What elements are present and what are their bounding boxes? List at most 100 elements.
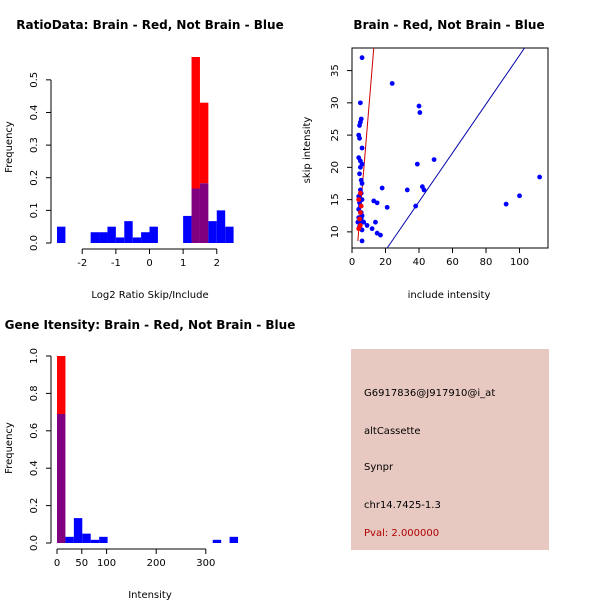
ratio-x-tick-label: 0: [146, 258, 152, 269]
ratio-bar-notbrain: [124, 221, 133, 243]
intensity-bar-notbrain: [99, 536, 108, 543]
ratio-x-tick-label: -1: [111, 258, 121, 269]
scatter-point-notbrain: [379, 185, 385, 191]
scatter-y-tick-label: 30: [330, 96, 341, 109]
scatter-point-notbrain: [359, 197, 365, 203]
ratio-bar-notbrain: [57, 226, 66, 243]
scatter-axes: 0 20 40 60 80 100 10 15 20 25 30 35: [330, 64, 529, 268]
scatter-point-brain: [357, 210, 363, 215]
scatter-point-notbrain: [389, 81, 395, 86]
scatter-point-notbrain: [378, 232, 383, 238]
scatter-point-notbrain: [364, 223, 370, 228]
scatter-point-notbrain: [404, 187, 410, 193]
scatter-x-tick-label: 60: [446, 257, 459, 268]
scatter-title: Brain - Red, Not Brain - Blue: [353, 18, 544, 32]
scatter-point-notbrain: [359, 238, 365, 244]
scatter-x-tick-label: 20: [379, 257, 392, 268]
scatter-blue-diagonal-line: [386, 47, 525, 249]
ratio-bar-notbrain: [216, 210, 226, 243]
intensity-bar-notbrain: [212, 539, 222, 543]
scatter-y-tick-label: 35: [330, 64, 341, 77]
scatter-point-notbrain: [414, 161, 420, 167]
scatter-x-tick-label: 80: [480, 257, 493, 268]
scatter-point-notbrain: [357, 171, 362, 177]
intensity-histogram-x-label: Intensity: [128, 590, 172, 600]
scatter-y-tick-label: 25: [330, 129, 341, 142]
scatter-point-brain: [357, 223, 363, 228]
ratio-bar-overlap: [199, 183, 209, 243]
ratio-bar-notbrain: [141, 232, 150, 243]
scatter-point-notbrain: [373, 219, 378, 225]
intensity-bar-notbrain: [229, 536, 239, 543]
intensity-x-tick-label: 300: [196, 558, 215, 569]
ratio-y-tick-label: 0.1: [29, 202, 40, 218]
scatter-point-notbrain: [358, 116, 364, 122]
intensity-x-tick-label: 50: [75, 558, 88, 569]
intensity-scatter-panel: Brain - Red, Not Brain - Blue 0 20 40 60 80 1…: [302, 18, 549, 301]
ratio-bar-notbrain: [208, 221, 217, 243]
intensity-bar-overlap: [57, 413, 66, 543]
scatter-x-tick-label: 40: [413, 257, 426, 268]
intensity-y-tick-label: 0.0: [29, 535, 40, 551]
intensity-bar-brain: [57, 356, 66, 414]
gene-name: Synpr: [364, 462, 394, 473]
scatter-point-notbrain: [384, 204, 390, 210]
intensity-y-tick-label: 0.4: [29, 460, 40, 476]
intensity-x-tick-label: 0: [54, 558, 60, 569]
scatter-point-notbrain: [357, 123, 362, 128]
scatter-point-notbrain: [369, 226, 375, 232]
intensity-bar-notbrain: [65, 536, 74, 543]
ratio-histogram-axes: -2 -1 0 1 2 0.0 0.1 0.2 0.3 0.4 0.5: [29, 72, 220, 269]
scatter-point-notbrain: [416, 103, 422, 109]
ratio-histogram-title: RatioData: Brain - Red, Not Brain - Blue: [16, 18, 283, 32]
scatter-point-notbrain: [357, 135, 362, 141]
ratio-y-tick-label: 0.3: [29, 137, 40, 153]
scatter-point-notbrain: [374, 200, 380, 206]
intensity-y-tick-label: 1.0: [29, 348, 40, 364]
ratio-bar-notbrain: [225, 226, 234, 243]
intensity-histogram-panel: Gene Itensity: Brain - Red, Not Brain - …: [4, 318, 295, 600]
scatter-y-tick-label: 15: [330, 193, 341, 206]
intensity-histogram-title: Gene Itensity: Brain - Red, Not Brain - …: [5, 318, 296, 332]
probe-id: G6917836@J917910@i_at: [364, 388, 495, 399]
scatter-x-tick-label: 100: [510, 257, 529, 268]
intensity-x-tick-label: 100: [97, 558, 116, 569]
scatter-point-notbrain: [359, 181, 365, 186]
scatter-point-notbrain: [503, 201, 509, 207]
ratio-x-tick-label: 1: [180, 258, 186, 269]
ratio-histogram-x-label: Log2 Ratio Skip/Include: [91, 290, 208, 301]
intensity-y-tick-label: 0.2: [29, 498, 40, 514]
ratio-x-tick-label: 2: [214, 258, 220, 269]
ratio-bar-notbrain: [107, 226, 116, 243]
scatter-points: [355, 55, 543, 244]
ratio-bar-brain: [191, 57, 200, 189]
info-panel-background: [351, 349, 549, 550]
ratio-bar-notbrain: [132, 237, 142, 243]
scatter-y-label: skip intensity: [302, 117, 313, 184]
ratio-y-tick-label: 0.5: [29, 72, 40, 88]
ratio-bar-overlap: [191, 188, 200, 243]
scatter-point-notbrain: [421, 187, 427, 193]
ratio-y-tick-label: 0.0: [29, 235, 40, 251]
intensity-bar-notbrain: [73, 518, 83, 543]
intensity-histogram-axes: 0 50 100 200 300 0.0 0.2 0.4 0.6 0.8 1.0: [29, 348, 215, 569]
scatter-point-notbrain: [417, 110, 423, 115]
chromosome-location: chr14.7425-1.3: [364, 500, 441, 511]
ratio-histogram-y-label: Frequency: [4, 121, 15, 173]
scatter-point-notbrain: [431, 157, 437, 163]
ratio-bar-notbrain: [115, 237, 125, 243]
scatter-point-notbrain: [357, 100, 363, 106]
intensity-histogram-y-label: Frequency: [4, 422, 15, 474]
ratio-y-tick-label: 0.4: [29, 105, 40, 121]
scatter-plot-frame: [351, 47, 549, 249]
scatter-point-notbrain: [517, 193, 522, 199]
event-type: altCassette: [364, 426, 421, 437]
ratio-y-tick-label: 0.2: [29, 170, 40, 186]
scatter-point-notbrain: [359, 145, 365, 151]
intensity-histogram-bars: [57, 356, 239, 543]
scatter-point-brain: [356, 197, 362, 203]
scatter-point-notbrain: [359, 55, 365, 61]
info-panel: G6917836@J917910@i_at altCassette Synpr …: [351, 349, 549, 550]
ratio-bar-notbrain: [99, 232, 108, 243]
